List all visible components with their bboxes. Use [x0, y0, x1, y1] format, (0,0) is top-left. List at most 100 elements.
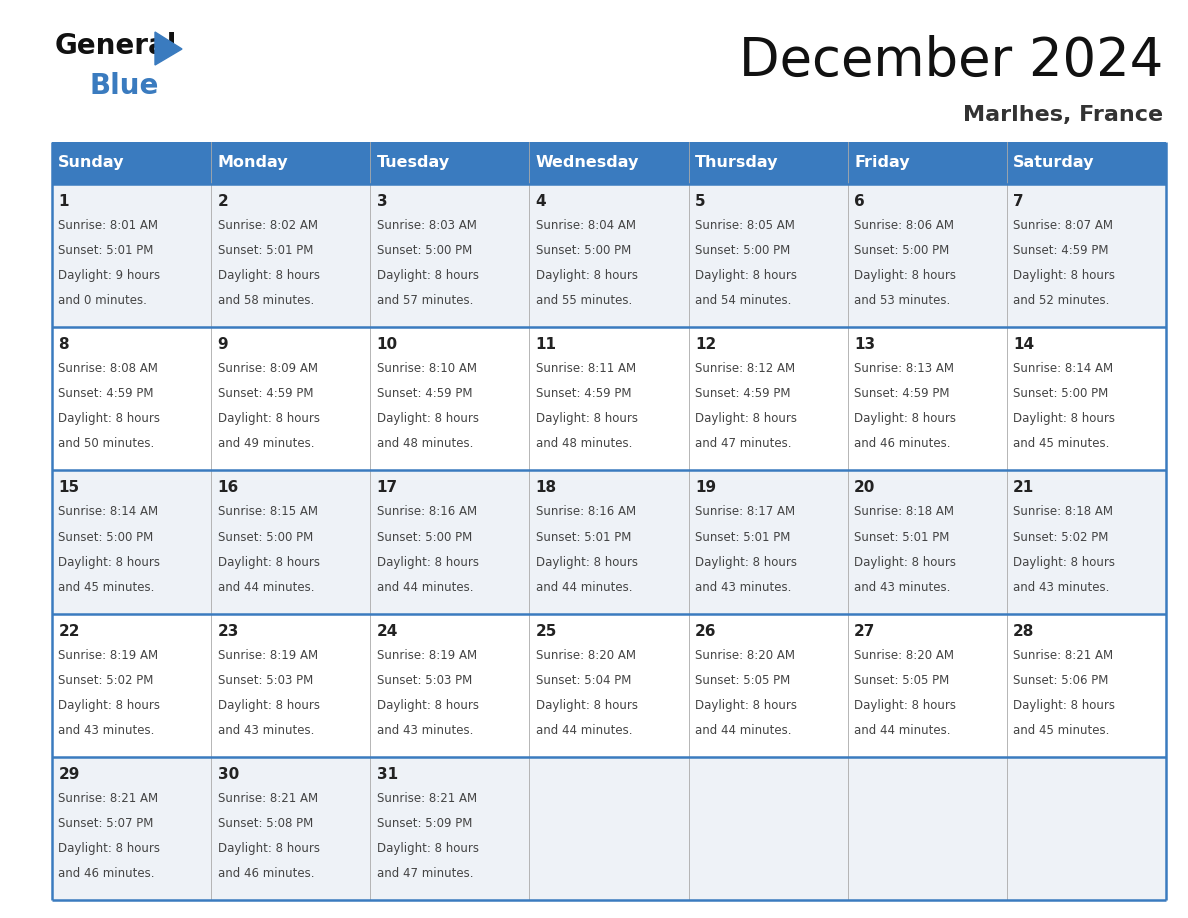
Text: Sunset: 5:03 PM: Sunset: 5:03 PM — [377, 674, 472, 687]
Text: Daylight: 8 hours: Daylight: 8 hours — [217, 269, 320, 282]
Text: 13: 13 — [854, 337, 876, 353]
Text: Sunset: 4:59 PM: Sunset: 4:59 PM — [1013, 244, 1108, 257]
Text: 26: 26 — [695, 623, 716, 639]
Text: and 57 minutes.: and 57 minutes. — [377, 295, 473, 308]
Text: 4: 4 — [536, 194, 546, 209]
Text: Wednesday: Wednesday — [536, 155, 639, 171]
Text: 6: 6 — [854, 194, 865, 209]
Text: Blue: Blue — [90, 72, 159, 100]
Text: 23: 23 — [217, 623, 239, 639]
Text: Sunset: 4:59 PM: Sunset: 4:59 PM — [695, 387, 790, 400]
Text: and 46 minutes.: and 46 minutes. — [58, 868, 154, 880]
Text: Sunset: 5:02 PM: Sunset: 5:02 PM — [58, 674, 153, 687]
Text: and 43 minutes.: and 43 minutes. — [217, 724, 314, 737]
Text: Sunrise: 8:18 AM: Sunrise: 8:18 AM — [854, 506, 954, 519]
Text: Sunrise: 8:19 AM: Sunrise: 8:19 AM — [377, 649, 476, 662]
Text: Sunset: 5:00 PM: Sunset: 5:00 PM — [58, 531, 153, 543]
Text: Sunset: 5:01 PM: Sunset: 5:01 PM — [217, 244, 312, 257]
Text: 9: 9 — [217, 337, 228, 353]
Text: Sunset: 5:03 PM: Sunset: 5:03 PM — [217, 674, 312, 687]
Text: and 43 minutes.: and 43 minutes. — [854, 581, 950, 594]
Text: Daylight: 8 hours: Daylight: 8 hours — [58, 555, 160, 568]
Text: Daylight: 8 hours: Daylight: 8 hours — [58, 412, 160, 425]
Text: Daylight: 8 hours: Daylight: 8 hours — [58, 699, 160, 711]
Text: Sunrise: 8:05 AM: Sunrise: 8:05 AM — [695, 219, 795, 232]
Text: Sunset: 5:00 PM: Sunset: 5:00 PM — [217, 531, 312, 543]
Text: Sunset: 5:02 PM: Sunset: 5:02 PM — [1013, 531, 1108, 543]
Text: 30: 30 — [217, 767, 239, 782]
Text: Sunrise: 8:15 AM: Sunrise: 8:15 AM — [217, 506, 317, 519]
Text: Sunset: 5:01 PM: Sunset: 5:01 PM — [695, 531, 790, 543]
Text: Daylight: 8 hours: Daylight: 8 hours — [217, 412, 320, 425]
Text: 11: 11 — [536, 337, 557, 353]
Text: Sunset: 4:59 PM: Sunset: 4:59 PM — [58, 387, 154, 400]
Text: Daylight: 8 hours: Daylight: 8 hours — [854, 555, 956, 568]
Text: Sunrise: 8:20 AM: Sunrise: 8:20 AM — [536, 649, 636, 662]
Text: 19: 19 — [695, 480, 716, 496]
Text: Daylight: 8 hours: Daylight: 8 hours — [536, 269, 638, 282]
Text: General: General — [55, 32, 177, 60]
Text: Sunrise: 8:08 AM: Sunrise: 8:08 AM — [58, 363, 158, 375]
Text: Sunrise: 8:21 AM: Sunrise: 8:21 AM — [377, 792, 476, 805]
Text: Daylight: 9 hours: Daylight: 9 hours — [58, 269, 160, 282]
Bar — [52, 756, 1165, 900]
Text: Daylight: 8 hours: Daylight: 8 hours — [217, 842, 320, 855]
Text: Sunset: 5:05 PM: Sunset: 5:05 PM — [695, 674, 790, 687]
Text: 27: 27 — [854, 623, 876, 639]
Text: Daylight: 8 hours: Daylight: 8 hours — [854, 269, 956, 282]
Text: 15: 15 — [58, 480, 80, 496]
Text: Sunrise: 8:01 AM: Sunrise: 8:01 AM — [58, 219, 158, 232]
Text: 22: 22 — [58, 623, 80, 639]
Text: Sunset: 5:08 PM: Sunset: 5:08 PM — [217, 817, 312, 830]
Text: and 54 minutes.: and 54 minutes. — [695, 295, 791, 308]
Text: Daylight: 8 hours: Daylight: 8 hours — [1013, 269, 1116, 282]
Text: Daylight: 8 hours: Daylight: 8 hours — [58, 842, 160, 855]
Text: Daylight: 8 hours: Daylight: 8 hours — [536, 555, 638, 568]
Text: Sunset: 5:07 PM: Sunset: 5:07 PM — [58, 817, 153, 830]
Text: December 2024: December 2024 — [739, 35, 1163, 87]
Text: and 45 minutes.: and 45 minutes. — [58, 581, 154, 594]
Text: Sunset: 5:06 PM: Sunset: 5:06 PM — [1013, 674, 1108, 687]
Text: Thursday: Thursday — [695, 155, 778, 171]
Text: and 48 minutes.: and 48 minutes. — [377, 438, 473, 451]
Text: Sunset: 5:00 PM: Sunset: 5:00 PM — [695, 244, 790, 257]
Text: 12: 12 — [695, 337, 716, 353]
Text: Sunrise: 8:17 AM: Sunrise: 8:17 AM — [695, 506, 795, 519]
Text: Sunrise: 8:14 AM: Sunrise: 8:14 AM — [1013, 363, 1113, 375]
Text: Sunrise: 8:03 AM: Sunrise: 8:03 AM — [377, 219, 476, 232]
Text: and 53 minutes.: and 53 minutes. — [854, 295, 950, 308]
Text: Daylight: 8 hours: Daylight: 8 hours — [377, 555, 479, 568]
Text: Daylight: 8 hours: Daylight: 8 hours — [695, 269, 797, 282]
Text: Sunset: 4:59 PM: Sunset: 4:59 PM — [854, 387, 949, 400]
Text: 7: 7 — [1013, 194, 1024, 209]
Text: Sunset: 5:01 PM: Sunset: 5:01 PM — [854, 531, 949, 543]
Text: and 45 minutes.: and 45 minutes. — [1013, 724, 1110, 737]
Text: Sunrise: 8:10 AM: Sunrise: 8:10 AM — [377, 363, 476, 375]
Bar — [52, 327, 1165, 470]
Text: Daylight: 8 hours: Daylight: 8 hours — [377, 412, 479, 425]
Text: 14: 14 — [1013, 337, 1035, 353]
Text: Sunrise: 8:20 AM: Sunrise: 8:20 AM — [854, 649, 954, 662]
Text: Daylight: 8 hours: Daylight: 8 hours — [217, 699, 320, 711]
Text: 29: 29 — [58, 767, 80, 782]
Bar — [52, 142, 1165, 184]
Text: Sunset: 5:01 PM: Sunset: 5:01 PM — [58, 244, 153, 257]
Text: 2: 2 — [217, 194, 228, 209]
Text: and 0 minutes.: and 0 minutes. — [58, 295, 147, 308]
Text: and 48 minutes.: and 48 minutes. — [536, 438, 632, 451]
Bar — [52, 184, 1165, 327]
Text: Sunset: 5:00 PM: Sunset: 5:00 PM — [377, 244, 472, 257]
Text: Sunset: 4:59 PM: Sunset: 4:59 PM — [377, 387, 472, 400]
Text: and 50 minutes.: and 50 minutes. — [58, 438, 154, 451]
Text: 31: 31 — [377, 767, 398, 782]
Text: Sunrise: 8:14 AM: Sunrise: 8:14 AM — [58, 506, 158, 519]
Text: 20: 20 — [854, 480, 876, 496]
Text: Sunrise: 8:13 AM: Sunrise: 8:13 AM — [854, 363, 954, 375]
Text: Sunrise: 8:21 AM: Sunrise: 8:21 AM — [1013, 649, 1113, 662]
Text: and 55 minutes.: and 55 minutes. — [536, 295, 632, 308]
Bar — [52, 613, 1165, 756]
Text: and 47 minutes.: and 47 minutes. — [377, 868, 473, 880]
Text: and 44 minutes.: and 44 minutes. — [217, 581, 314, 594]
Text: Sunrise: 8:21 AM: Sunrise: 8:21 AM — [58, 792, 158, 805]
Text: Sunrise: 8:16 AM: Sunrise: 8:16 AM — [536, 506, 636, 519]
